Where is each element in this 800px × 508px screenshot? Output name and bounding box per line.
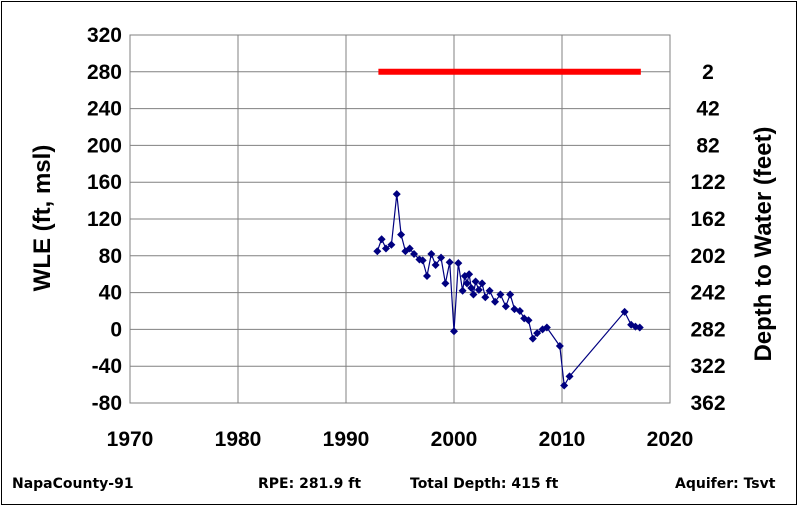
data-point xyxy=(450,327,458,336)
data-point xyxy=(471,277,480,286)
y-tick-label: 240 xyxy=(87,98,122,121)
series-group xyxy=(373,190,644,390)
data-point xyxy=(381,244,390,253)
aquifer-label: Aquifer: Tsvt xyxy=(675,476,776,492)
data-point xyxy=(405,244,414,253)
y-tick-label: 200 xyxy=(87,134,122,157)
y-tick-label: 160 xyxy=(87,171,122,194)
data-point xyxy=(501,302,510,311)
x-tick-label: 2010 xyxy=(539,428,586,451)
data-point xyxy=(565,372,574,381)
y-tick-label: 0 xyxy=(110,318,122,341)
data-point xyxy=(437,253,446,262)
x-axis-ticks: 1970 1980 1990 2000 2010 2020 xyxy=(107,428,694,451)
well-name: NapaCounty-91 xyxy=(12,476,134,492)
data-point xyxy=(491,297,500,306)
y-tick-label: -40 xyxy=(92,355,122,378)
data-point xyxy=(387,240,396,249)
y-tick-label: 280 xyxy=(87,61,122,84)
data-point xyxy=(467,284,476,292)
y-tick-label: 120 xyxy=(87,208,122,231)
y2-tick-label: 162 xyxy=(690,208,725,231)
data-point xyxy=(465,270,474,279)
data-point xyxy=(441,279,450,288)
y2-tick-label: 122 xyxy=(690,171,725,194)
plot-area-border xyxy=(129,34,671,404)
data-point xyxy=(427,249,436,258)
data-point xyxy=(377,235,386,244)
y2-tick-label: 282 xyxy=(690,318,725,341)
data-point xyxy=(524,316,533,325)
data-point xyxy=(528,334,537,343)
x-tick-label: 1990 xyxy=(323,428,370,451)
y2-tick-label: 242 xyxy=(690,282,725,305)
data-point xyxy=(397,230,406,239)
data-point xyxy=(458,286,467,295)
data-point xyxy=(445,258,454,267)
data-point xyxy=(485,286,494,295)
data-point xyxy=(506,290,515,299)
data-point xyxy=(373,247,382,256)
grid xyxy=(129,34,671,404)
data-point xyxy=(555,341,564,350)
y2-tick-label: 202 xyxy=(690,245,725,268)
data-point xyxy=(474,285,483,294)
y-tick-label: 80 xyxy=(99,245,122,268)
rpe-label: RPE: 281.9 ft xyxy=(258,476,362,492)
x-tick-label: 1980 xyxy=(215,428,262,451)
data-point xyxy=(496,290,505,299)
data-point xyxy=(431,261,440,269)
y2-tick-label: 362 xyxy=(690,392,725,415)
data-point xyxy=(410,249,419,258)
y-tick-label: 40 xyxy=(99,282,122,305)
data-point xyxy=(418,256,427,265)
y2-tick-label: 42 xyxy=(696,98,719,121)
y-axis-left-label: WLE (ft, msl) xyxy=(29,145,56,292)
data-point xyxy=(392,190,401,199)
data-point xyxy=(635,323,644,332)
data-point xyxy=(423,272,431,281)
y2-tick-label: 322 xyxy=(690,355,725,378)
y-tick-label: 320 xyxy=(87,24,122,47)
series-line xyxy=(376,194,640,388)
y-tick-label: -80 xyxy=(92,392,122,415)
data-point xyxy=(481,293,490,302)
data-point xyxy=(533,329,542,338)
data-point xyxy=(560,381,569,390)
x-tick-label: 2020 xyxy=(647,428,694,451)
y-axis-left-ticks: 320 280 240 200 160 120 80 40 0 -40 -80 xyxy=(87,24,122,415)
data-point xyxy=(620,307,629,316)
y2-tick-label: 82 xyxy=(696,134,719,157)
total-depth-label: Total Depth: 415 ft xyxy=(410,476,559,492)
x-tick-label: 1970 xyxy=(107,428,154,451)
data-point xyxy=(515,307,524,315)
y-axis-right-label: Depth to Water (feet) xyxy=(750,126,777,361)
y2-tick-label: 2 xyxy=(702,61,714,84)
data-point xyxy=(454,259,463,268)
data-point xyxy=(462,279,471,288)
data-point xyxy=(469,290,478,299)
data-point xyxy=(542,323,551,332)
data-point xyxy=(478,279,487,288)
x-tick-label: 2000 xyxy=(431,428,478,451)
